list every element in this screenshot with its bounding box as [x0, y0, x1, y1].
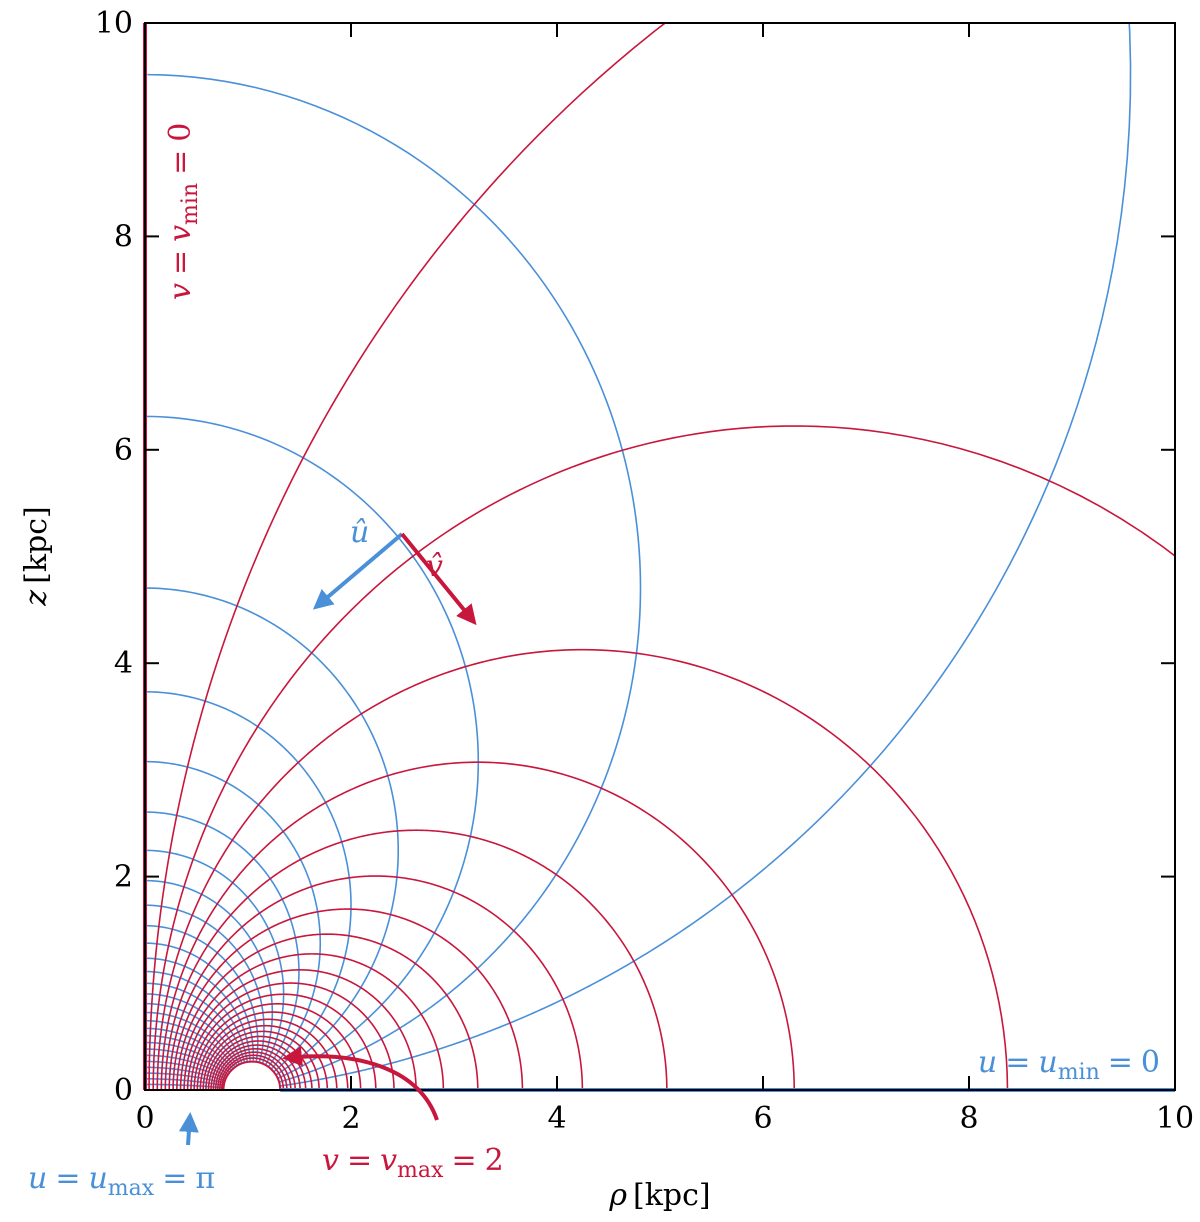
v-line-16	[202, 1024, 329, 1090]
v-line-8	[176, 933, 479, 1090]
v-line-24	[220, 1057, 285, 1090]
u-coordinate-lines	[145, 23, 1132, 1089]
excluded-region-circle	[222, 1060, 282, 1090]
axis-ticks	[144, 22, 1176, 1091]
v-line-22	[216, 1051, 292, 1090]
v-line-11	[186, 982, 395, 1090]
x-tick-label-0: 0	[135, 1101, 154, 1136]
v-hat-label: v̂	[426, 549, 443, 584]
v-line-7	[172, 908, 524, 1090]
u-line-3	[146, 415, 480, 1079]
u-max-arrow	[178, 1112, 199, 1146]
x-tick-label-6: 6	[753, 1101, 772, 1136]
y-tick-label-4: 4	[114, 646, 133, 681]
v-line-13	[193, 1002, 362, 1090]
x-tick-label-4: 4	[547, 1101, 566, 1136]
v-hat-vector-arrow	[400, 532, 477, 626]
v-line-9	[179, 953, 445, 1090]
v-line-1	[148, 23, 667, 1090]
u-hat-label: û	[350, 515, 369, 550]
v-line-23	[218, 1054, 288, 1090]
y-tick-label-6: 6	[114, 433, 133, 468]
v-line-12	[190, 993, 377, 1090]
plot-frame	[144, 22, 1176, 1091]
u-line-1	[279, 23, 1132, 1087]
coordinate-lines	[145, 23, 1175, 1090]
v-min-annotation: v=vmin=0	[163, 123, 203, 300]
v-coordinate-lines	[148, 23, 1175, 1090]
x-tick-label-10: 10	[1156, 1101, 1194, 1136]
v-line-2	[152, 425, 1175, 1090]
y-tick-label-8: 8	[114, 219, 133, 254]
x-axis-label: ρ [kpc]	[608, 1178, 710, 1213]
v-line-15	[199, 1018, 338, 1090]
u-line-7	[145, 811, 300, 1067]
v-line-5	[164, 829, 668, 1090]
v-line-10	[183, 969, 417, 1090]
v-max-arrow	[282, 1046, 439, 1121]
u-min-annotation: u = umin = 0	[978, 1045, 1160, 1085]
u-max-annotation: u = umax = π	[28, 1161, 215, 1201]
y-tick-label-0: 0	[114, 1073, 133, 1108]
v-line-14	[196, 1011, 349, 1090]
v-line-6	[168, 875, 584, 1090]
x-tick-label-8: 8	[959, 1101, 978, 1136]
v-line-3	[156, 648, 1009, 1090]
tick-labels: 0 2 4 6 8 10 0 2 4 6 8 10	[95, 6, 1194, 1136]
y-tick-label-2: 2	[114, 860, 133, 895]
y-tick-label-10: 10	[95, 6, 133, 41]
v-max-annotation: v = vmax = 2	[322, 1143, 504, 1183]
u-line-2	[147, 73, 642, 1083]
y-axis-label: z[kpc]	[19, 506, 54, 606]
x-tick-label-2: 2	[341, 1101, 360, 1136]
v-line-17	[205, 1030, 320, 1090]
u-hat-vector-arrow	[312, 532, 404, 610]
v-line-4	[160, 761, 796, 1090]
